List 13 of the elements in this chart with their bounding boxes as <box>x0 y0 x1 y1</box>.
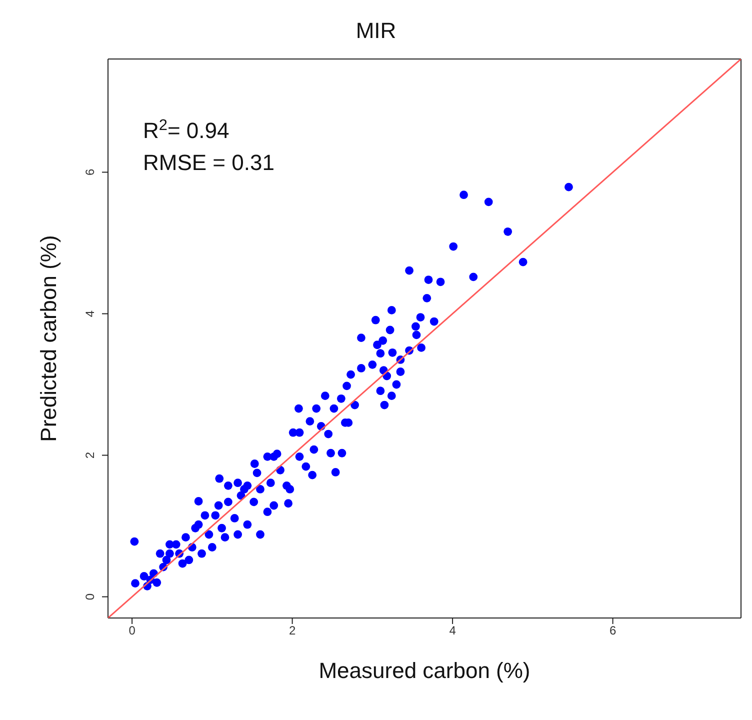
chart-title: MIR <box>354 18 398 44</box>
annotation: R$^{2}$= 0.94 <box>143 116 230 143</box>
annotation: RMSE = 0.31 <box>143 150 274 175</box>
y-tick-label: 4 <box>83 310 97 318</box>
y-tick-label: 0 <box>83 593 97 600</box>
x-axis-title: Measured carbon (%) <box>318 658 530 683</box>
x-tick-label: 6 <box>609 624 616 638</box>
y-tick-label: 6 <box>83 168 97 176</box>
x-tick-label: 4 <box>449 624 456 638</box>
y-axis-title: Predicted carbon (%) <box>36 235 61 442</box>
y-tick-label: 2 <box>83 452 97 459</box>
x-tick-label: 0 <box>128 624 136 638</box>
x-tick-label: 2 <box>288 624 296 638</box>
